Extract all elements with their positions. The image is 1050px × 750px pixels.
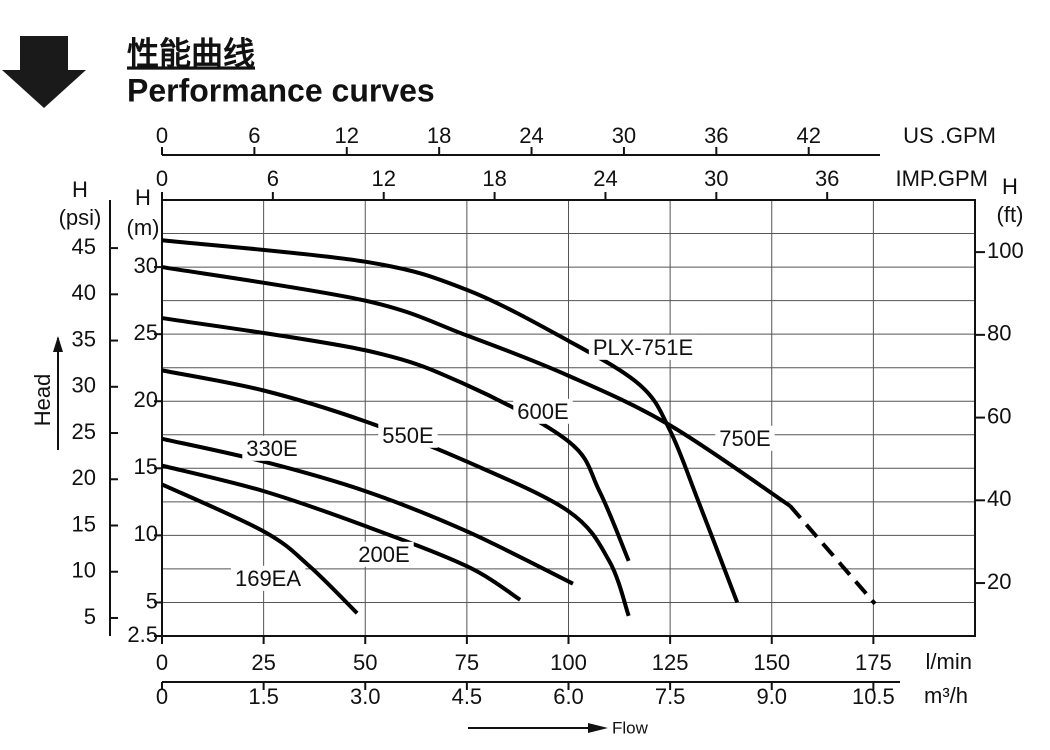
psi-tick-label: 35	[72, 326, 96, 351]
y-tick-label: 20	[134, 387, 158, 412]
flow-label: Flow	[612, 718, 649, 737]
curve	[161, 368, 631, 617]
flow-arrowhead	[588, 723, 608, 733]
m3h-tick-label: 7.5	[655, 684, 686, 709]
y-tick-label: 2.5	[127, 622, 158, 647]
top-tick-label: 30	[704, 166, 728, 191]
m3h-tick-label: 1.5	[248, 684, 279, 709]
curve-label: 550E	[382, 423, 433, 448]
m3h-tick-label: 0	[156, 684, 168, 709]
y-tick-label: 10	[134, 521, 158, 546]
y-tick-label: 30	[134, 253, 158, 278]
curve	[161, 436, 574, 586]
m3h-tick-label: 3.0	[350, 684, 381, 709]
curve	[161, 482, 359, 615]
psi-tick-label: 15	[72, 511, 96, 536]
title-en: Performance curves	[127, 72, 435, 108]
curve	[161, 238, 740, 604]
x-tick-label: 75	[455, 650, 479, 675]
curve	[161, 316, 631, 562]
top-tick-label: 6	[248, 123, 260, 148]
top-tick-label: 6	[267, 166, 279, 191]
top-tick-label: 18	[482, 166, 506, 191]
imp_gpm_axis-label: IMP.GPM	[895, 166, 988, 191]
m3h-tick-label: 10.5	[852, 684, 895, 709]
ft-tick-label: 20	[987, 569, 1011, 594]
psi-tick-label: 10	[72, 558, 96, 583]
top-tick-label: 12	[335, 123, 359, 148]
psi-axis-label: H (psi)	[59, 177, 102, 230]
psi-tick-label: 20	[72, 465, 96, 490]
curve-label: PLX-751E	[593, 335, 693, 360]
curve-label-bg	[230, 565, 306, 591]
x-tick-label: 50	[353, 650, 377, 675]
psi-tick-label: 25	[72, 419, 96, 444]
top-tick-label: 12	[371, 166, 395, 191]
x-tick-label: 0	[156, 650, 168, 675]
curve-label-bg	[513, 398, 573, 424]
arrow-icon	[2, 36, 86, 108]
curve-label-bg	[588, 334, 698, 360]
curve-label: 200E	[358, 542, 409, 567]
curve	[161, 265, 792, 508]
head-arrowhead	[53, 336, 63, 352]
curve-label-bg	[378, 422, 438, 448]
m3h-tick-label: 4.5	[452, 684, 483, 709]
curve-label: 600E	[517, 399, 568, 424]
m3h-tick-label: 6.0	[553, 684, 584, 709]
psi-tick-label: 30	[72, 373, 96, 398]
title-cn: 性能曲线	[127, 35, 255, 71]
curve-label-bg	[715, 425, 775, 451]
us_gpm_axis-label: US .GPM	[903, 123, 996, 148]
curve-label-bg	[354, 541, 414, 567]
ft-tick-label: 100	[987, 238, 1024, 263]
top-tick-label: 18	[427, 123, 451, 148]
ft-axis-label: H (ft)	[997, 174, 1024, 227]
curve-label: 330E	[246, 436, 297, 461]
ft-tick-label: 60	[987, 403, 1011, 428]
psi-tick-label: 5	[84, 604, 96, 629]
top-tick-label: 36	[815, 166, 839, 191]
curve	[161, 463, 522, 602]
y-tick-label: 5	[146, 588, 158, 613]
top-tick-label: 0	[156, 166, 168, 191]
curve-label-bg	[242, 435, 302, 461]
x-tick-label: 175	[855, 650, 892, 675]
m3h-tick-label: 9.0	[756, 684, 787, 709]
head-label: Head	[30, 374, 55, 427]
y-axis-label: H (m)	[127, 185, 160, 240]
x-axis-label: l/min	[926, 649, 972, 674]
top-tick-label: 24	[593, 166, 617, 191]
top-tick-label: 24	[519, 123, 543, 148]
x-tick-label: 100	[550, 650, 587, 675]
top-tick-label: 0	[156, 123, 168, 148]
y-tick-label: 25	[134, 320, 158, 345]
x-tick-label: 150	[753, 650, 790, 675]
curve	[788, 504, 877, 606]
curve-label: 169EA	[235, 566, 301, 591]
ft-tick-label: 40	[987, 486, 1011, 511]
m3h-axis-label: m³/h	[924, 683, 968, 708]
y-tick-label: 15	[134, 454, 158, 479]
curve-label: 750E	[719, 426, 770, 451]
psi-tick-label: 40	[72, 280, 96, 305]
x-tick-label: 25	[251, 650, 275, 675]
psi-tick-label: 45	[72, 234, 96, 259]
top-tick-label: 42	[796, 123, 820, 148]
x-tick-label: 125	[652, 650, 689, 675]
top-tick-label: 36	[704, 123, 728, 148]
ft-tick-label: 80	[987, 321, 1011, 346]
top-tick-label: 30	[612, 123, 636, 148]
